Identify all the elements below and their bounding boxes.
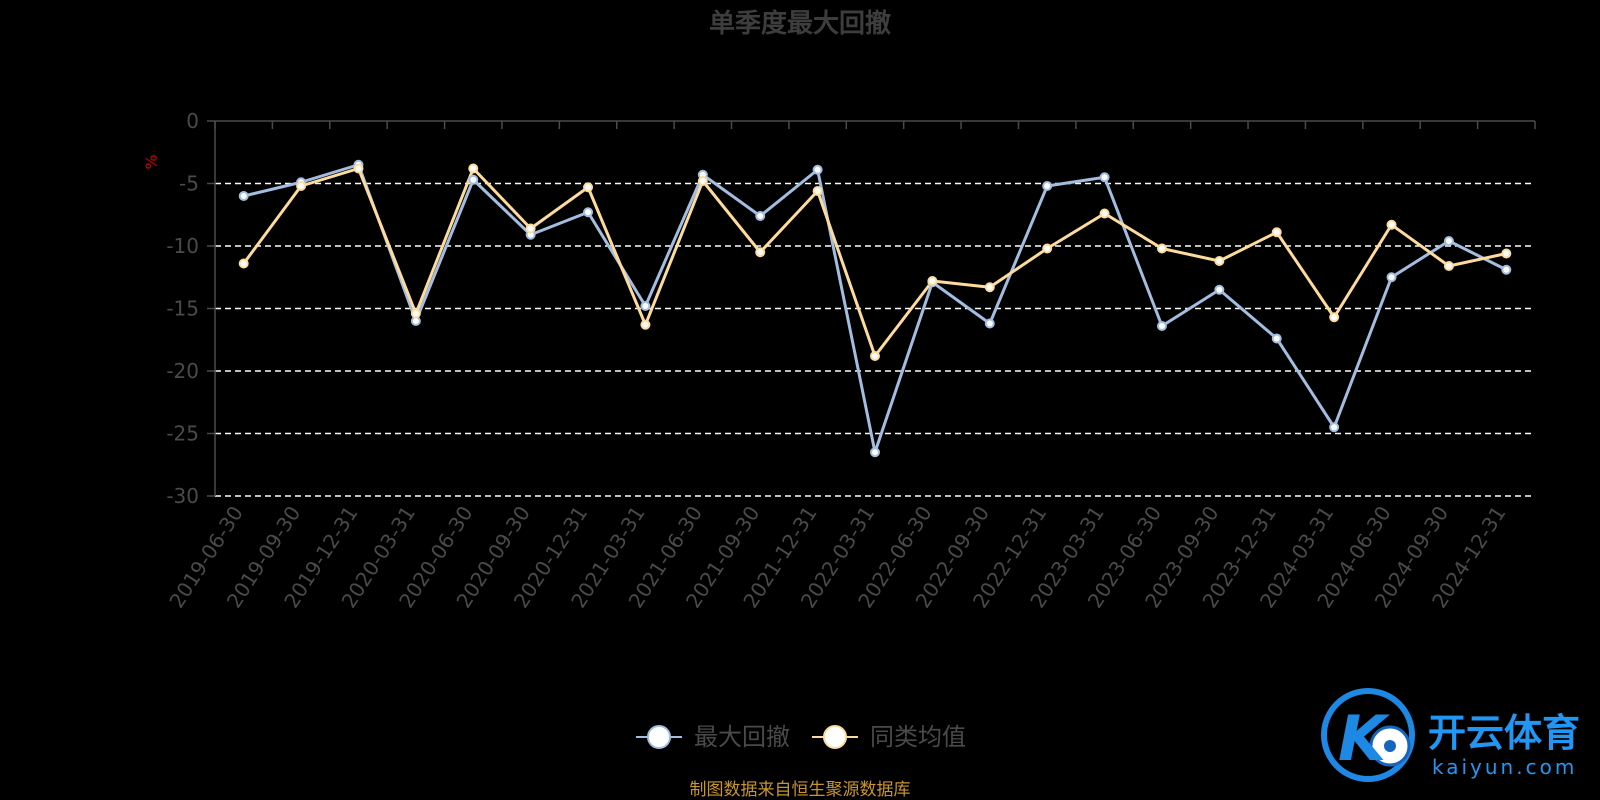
data-point-series-1[interactable]: [1386, 272, 1397, 283]
brand-watermark: K 开云体育 kaiyun.com: [1321, 688, 1580, 782]
y-axis-unit-label: %: [142, 154, 161, 169]
brand-name-cn: 开云体育: [1428, 711, 1580, 755]
legend-item-max-drawdown[interactable]: 最大回撤: [636, 723, 790, 751]
data-source-note: 制图数据来自恒生聚源数据库: [690, 780, 911, 800]
data-point-series-2[interactable]: [640, 319, 651, 330]
data-point-series-1[interactable]: [1156, 321, 1167, 331]
brand-logo-letter: K: [1338, 702, 1390, 775]
data-point-series-2[interactable]: [468, 163, 479, 174]
legend-label-max-drawdown: 最大回撤: [694, 723, 790, 751]
legend-item-category-average[interactable]: 同类均值: [812, 723, 966, 751]
chart-title: 单季度最大回撤: [709, 8, 891, 39]
legend: 最大回撤 同类均值: [636, 723, 966, 751]
y-tick-label: -10: [166, 234, 199, 258]
y-tick-labels: 0 -5 -10 -15 -20 -25 -30: [166, 109, 199, 508]
x-tick-labels: 2019-06-302019-09-302019-12-312020-03-31…: [164, 502, 1510, 613]
data-point-series-2[interactable]: [1443, 261, 1454, 271]
data-point-series-2[interactable]: [1156, 243, 1167, 254]
data-point-series-1[interactable]: [238, 191, 249, 201]
data-point-series-1[interactable]: [1214, 284, 1225, 295]
data-point-series-1[interactable]: [1099, 172, 1110, 183]
data-point-series-2[interactable]: [1386, 219, 1397, 230]
data-point-series-2[interactable]: [697, 176, 708, 186]
data-point-series-2[interactable]: [927, 276, 938, 286]
series-lines: [238, 159, 1512, 458]
data-point-series-1[interactable]: [755, 211, 766, 221]
data-point-series-2[interactable]: [1501, 248, 1512, 259]
data-point-series-2[interactable]: [812, 186, 823, 196]
data-point-series-1[interactable]: [1042, 181, 1053, 191]
data-point-series-2[interactable]: [1271, 227, 1282, 238]
y-tick-label: -20: [166, 359, 199, 383]
data-point-series-2[interactable]: [984, 282, 995, 293]
data-point-series-2[interactable]: [1329, 312, 1340, 323]
grid-lines: [215, 182, 1535, 497]
data-point-series-2[interactable]: [1214, 256, 1225, 266]
data-point-series-2[interactable]: [1042, 243, 1053, 254]
brand-domain: kaiyun.com: [1432, 755, 1577, 779]
data-point-series-1[interactable]: [583, 207, 594, 218]
legend-marker-max-drawdown: [647, 725, 671, 749]
y-tick-label: -15: [166, 297, 199, 321]
data-point-series-2[interactable]: [870, 351, 880, 361]
data-point-series-1[interactable]: [870, 447, 880, 458]
y-tick-label: -5: [179, 172, 199, 196]
data-point-series-1[interactable]: [812, 164, 823, 175]
data-point-series-1[interactable]: [640, 301, 651, 311]
data-point-series-1[interactable]: [468, 174, 479, 185]
data-point-series-2[interactable]: [353, 163, 364, 174]
brand-logo: K: [1321, 688, 1415, 782]
data-point-series-2[interactable]: [1099, 208, 1110, 219]
data-point-series-1[interactable]: [1329, 422, 1340, 433]
data-point-series-2[interactable]: [525, 223, 536, 234]
data-point-series-1[interactable]: [984, 318, 995, 329]
y-tick-label: -30: [166, 484, 199, 508]
data-point-series-1[interactable]: [1271, 333, 1282, 344]
data-point-series-2[interactable]: [238, 258, 249, 269]
data-point-series-1[interactable]: [1443, 236, 1454, 246]
data-point-series-2[interactable]: [296, 181, 307, 191]
data-point-series-2[interactable]: [583, 182, 594, 193]
data-point-series-2[interactable]: [755, 247, 766, 258]
y-tick-label: -25: [166, 422, 199, 446]
legend-label-category-average: 同类均值: [870, 723, 966, 751]
legend-marker-category-average: [823, 725, 847, 749]
data-point-series-2[interactable]: [410, 308, 421, 319]
series-line-2: [242, 167, 1507, 358]
data-point-series-1[interactable]: [1501, 264, 1512, 275]
axes: [207, 120, 1536, 497]
y-tick-label: 0: [186, 109, 199, 133]
